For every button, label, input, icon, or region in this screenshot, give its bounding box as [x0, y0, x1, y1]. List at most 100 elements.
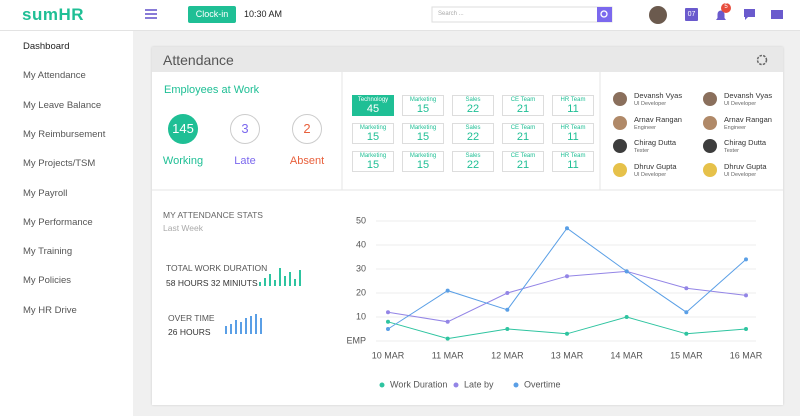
data-point — [445, 319, 450, 324]
stats-label: TOTAL WORK DURATION — [166, 263, 268, 273]
clock-in-label[interactable]: Clock-in — [195, 9, 229, 19]
team-count: 21 — [516, 103, 530, 115]
sidebar-item[interactable]: My HR Drive — [23, 304, 77, 316]
person-role: UI Developer — [634, 171, 667, 178]
data-point — [445, 336, 450, 341]
data-point — [565, 331, 569, 336]
data-point — [744, 293, 748, 298]
team-count: 15 — [366, 131, 380, 143]
team-tile — [352, 151, 394, 172]
card-header — [152, 47, 783, 72]
sidebar-item[interactable]: My Reimbursement — [23, 128, 106, 140]
time: 10:30 AM — [244, 9, 283, 19]
person-role: Engineer — [634, 124, 657, 131]
team-tile — [502, 123, 544, 144]
message-icon[interactable] — [771, 10, 783, 19]
team-name: Marketing — [359, 125, 387, 131]
team-name: HR Team — [560, 153, 586, 159]
team-count: 22 — [466, 159, 480, 171]
calendar-icon[interactable] — [685, 8, 698, 21]
y-tick-label: 50 — [356, 215, 366, 225]
person-name: Dhruv Gupta — [724, 161, 767, 171]
person-avatar — [613, 139, 627, 153]
x-tick-label: 15 MAR — [670, 350, 703, 360]
sidebar-item[interactable]: My Performance — [23, 216, 93, 228]
team-count: 21 — [516, 159, 530, 171]
sidebar-item[interactable]: My Training — [23, 246, 73, 258]
sidebar-item[interactable]: My Policies — [23, 275, 72, 287]
settings-icon[interactable] — [756, 54, 768, 66]
notification-count: 5 — [724, 4, 728, 10]
clock-in-button[interactable] — [188, 6, 236, 23]
legend-label: Late by — [464, 379, 494, 389]
team-name: Marketing — [409, 153, 437, 159]
team-name: Marketing — [409, 125, 437, 131]
team-name: Sales — [465, 153, 481, 159]
data-point — [565, 226, 569, 231]
team-tile — [452, 151, 494, 172]
legend-marker — [513, 382, 519, 388]
sidebar-item[interactable]: Dashboard — [23, 41, 70, 52]
data-point — [624, 315, 629, 319]
team-tile — [552, 123, 594, 144]
stat-value: 145 — [172, 121, 194, 136]
sidebar-item[interactable]: My Payroll — [23, 187, 68, 199]
person-avatar — [703, 162, 717, 177]
person-name: Chirag Dutta — [724, 138, 767, 147]
team-name: CE Team — [510, 97, 536, 103]
team-name: HR Team — [560, 97, 586, 103]
person-role: Tester — [724, 148, 739, 154]
search-icon — [600, 10, 608, 18]
x-tick-label: 11 MAR — [432, 350, 464, 360]
team-name: Technology — [357, 97, 389, 103]
person-role: Engineer — [724, 124, 747, 131]
sidebar-item[interactable]: My Attendance — [23, 70, 86, 82]
search-button[interactable] — [597, 7, 612, 22]
person-role: UI Developer — [634, 101, 667, 107]
card — [152, 47, 783, 405]
person-avatar — [613, 92, 627, 106]
data-point — [386, 327, 390, 331]
team-name: Sales — [465, 97, 481, 103]
sidebar — [0, 31, 133, 416]
stat-label: Late — [234, 155, 256, 167]
person-name: Chirag Dutta — [634, 138, 677, 147]
stat-label: Absent — [289, 155, 325, 167]
x-tick-label: 10 MAR — [372, 350, 405, 360]
logo: sumHR — [22, 5, 85, 24]
person-avatar — [613, 115, 627, 130]
section-title: Employees at Work — [164, 84, 260, 96]
x-tick-label: 13 MAR — [551, 350, 584, 360]
team-tile — [352, 123, 394, 144]
person-role: UI Developer — [724, 101, 757, 107]
legend-marker — [379, 382, 385, 388]
menu-icon[interactable] — [145, 9, 157, 19]
data-point — [505, 327, 510, 331]
x-tick-label: 12 MAR — [491, 350, 524, 360]
sidebar-item[interactable]: My Leave Balance — [23, 99, 102, 111]
chat-icon[interactable] — [744, 9, 755, 20]
data-point — [684, 286, 689, 291]
person-avatar — [613, 162, 627, 177]
stat-circle — [292, 114, 322, 144]
y-tick-label: 20 — [356, 287, 366, 297]
sidebar-item[interactable]: My Projects/TSM — [23, 158, 96, 170]
bell-icon[interactable] — [716, 10, 726, 21]
overtime-sparkline — [225, 314, 262, 334]
series-line — [387, 270, 747, 323]
person-avatar — [703, 139, 717, 153]
person-avatar — [703, 115, 717, 130]
avatar[interactable] — [649, 6, 667, 24]
data-point — [624, 269, 629, 274]
person-role: UI Developer — [724, 171, 757, 178]
team-name: CE Team — [510, 125, 536, 131]
legend-marker — [453, 382, 459, 388]
data-point — [386, 319, 390, 324]
data-point — [684, 310, 689, 315]
team-name: Sales — [465, 125, 481, 131]
team-count: 15 — [416, 159, 430, 171]
team-tile — [402, 151, 444, 172]
x-tick-label: 16 MAR — [730, 350, 763, 360]
